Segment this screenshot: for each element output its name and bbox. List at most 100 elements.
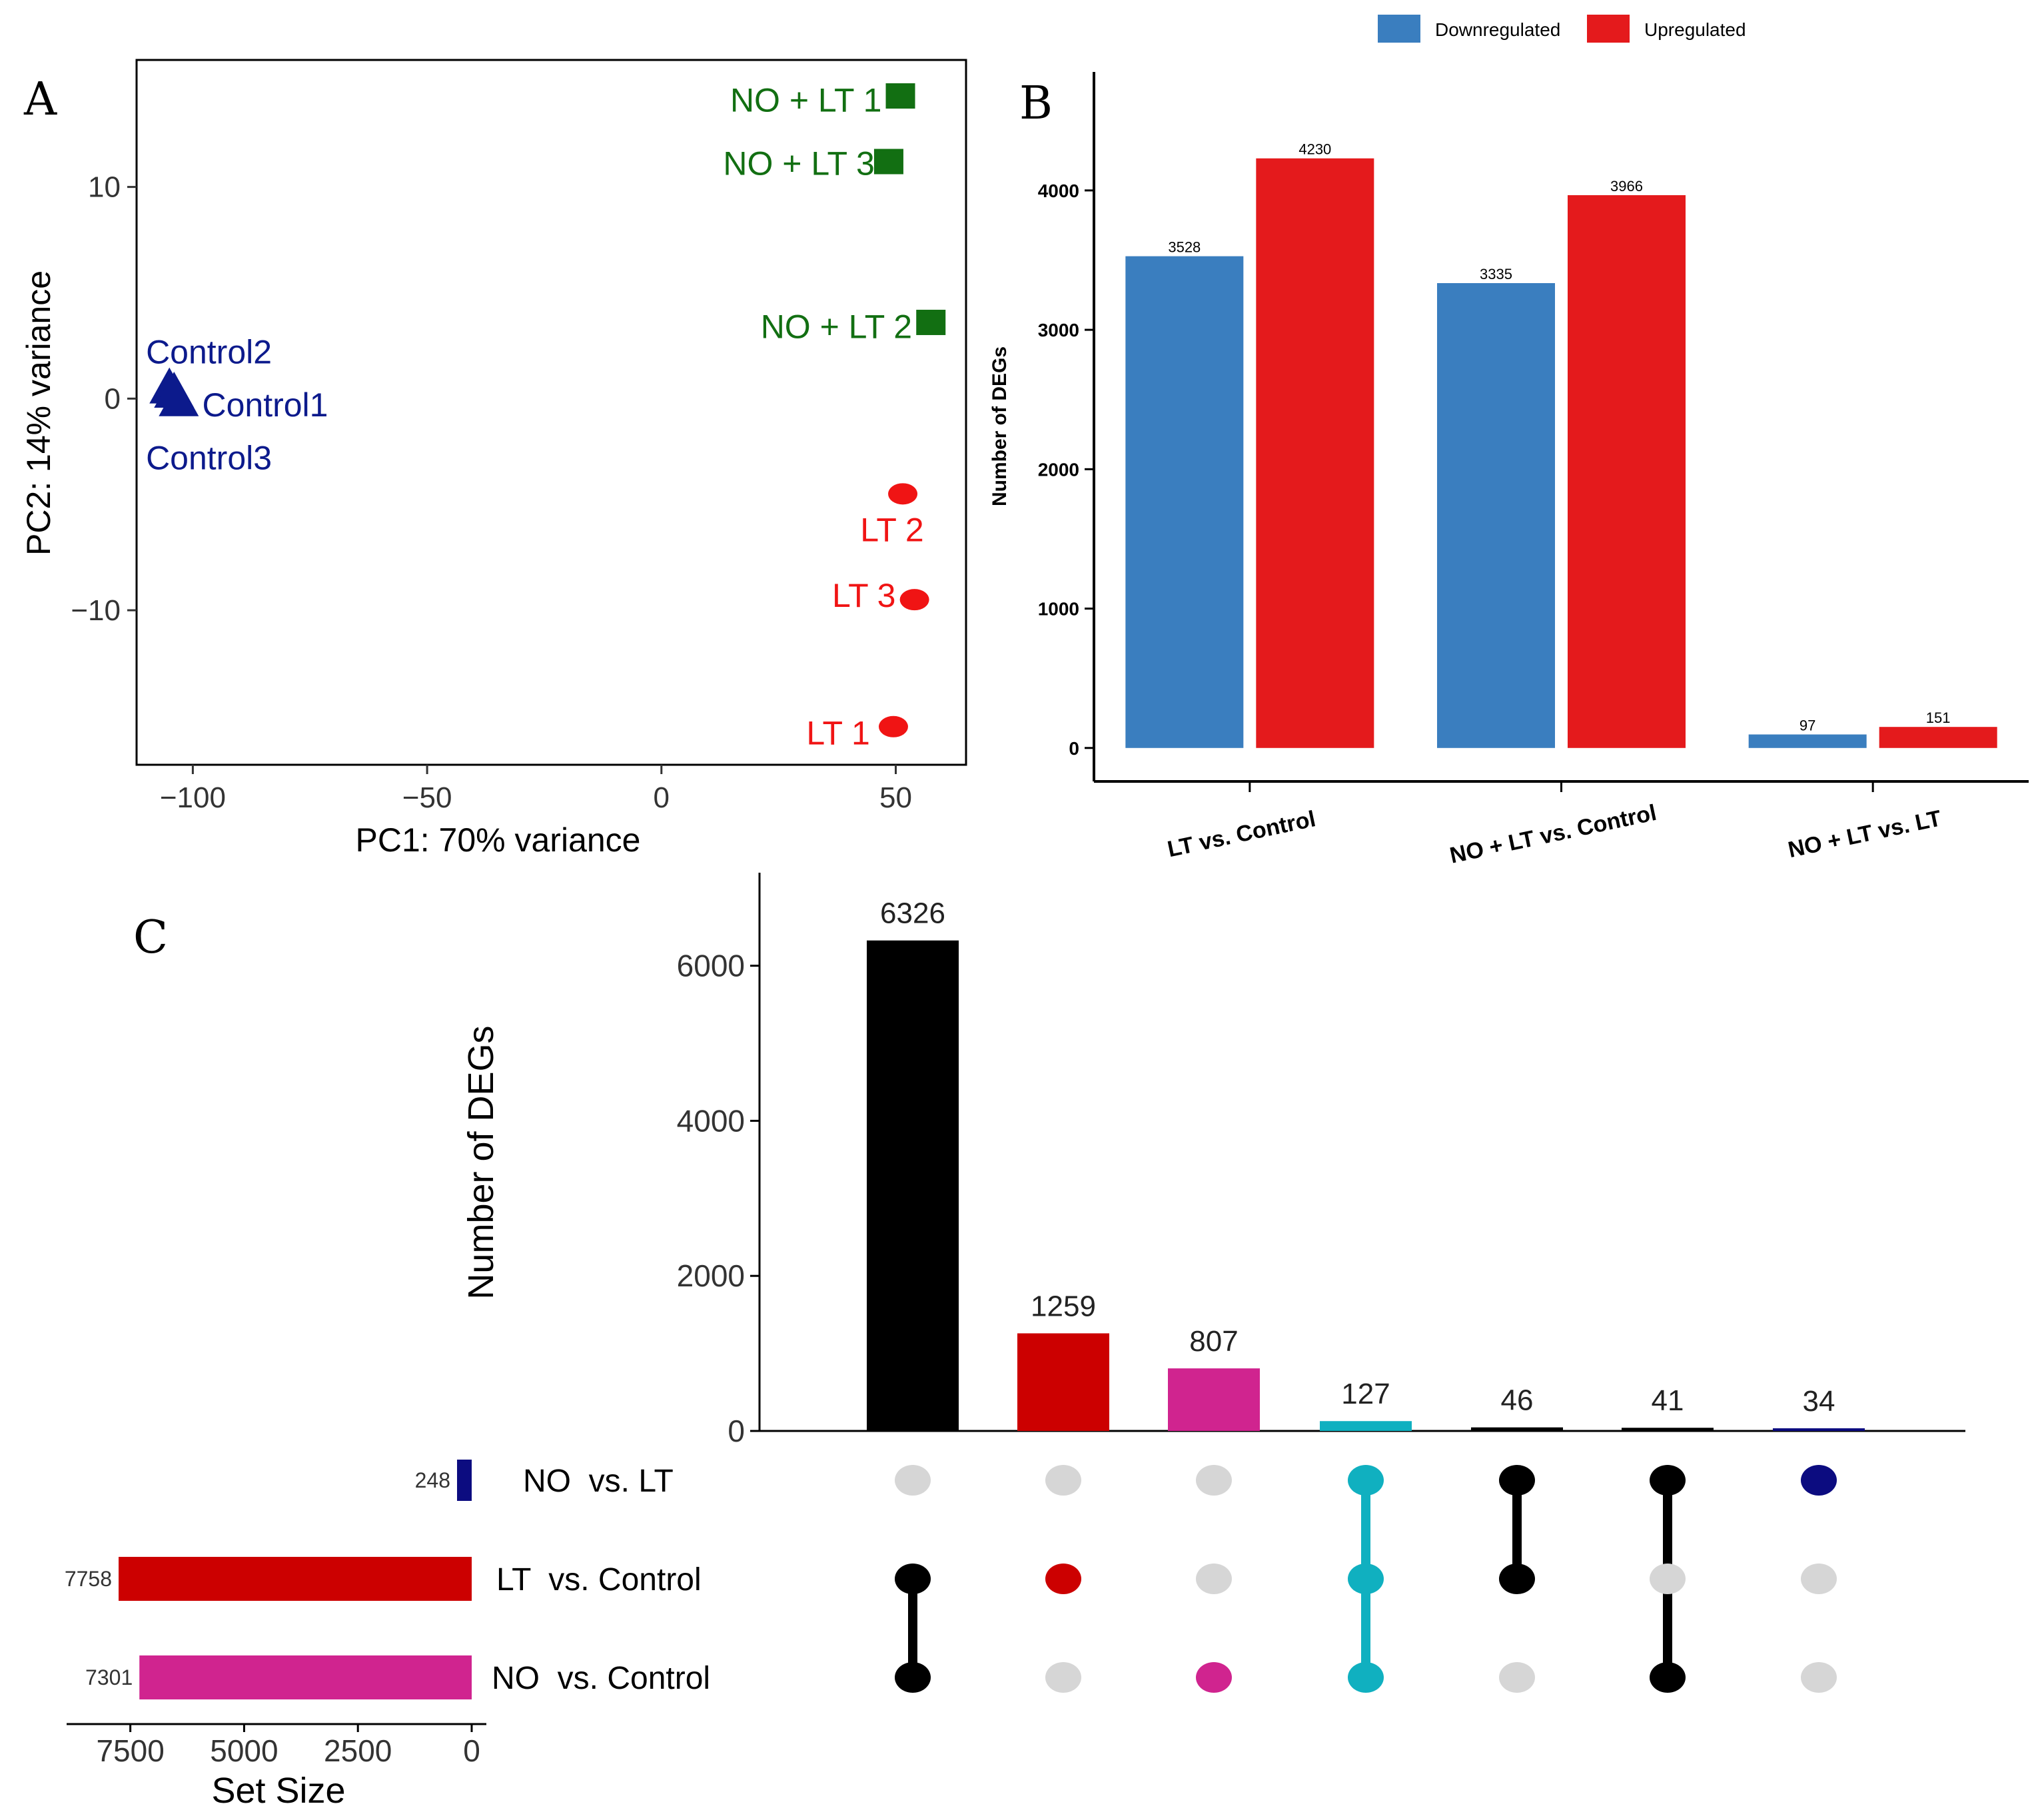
panel-a-point-label: LT 2 bbox=[860, 511, 923, 548]
panel-c-intersection-value-label: 127 bbox=[1341, 1378, 1390, 1410]
panel-c-intersection-bar bbox=[1320, 1421, 1412, 1431]
panel-a-point-triangle bbox=[154, 371, 195, 408]
panel-a-point-square bbox=[885, 83, 915, 109]
panel-c-matrix-dot-active bbox=[1801, 1465, 1837, 1496]
panel-b-legend-label-downregulated: Downregulated bbox=[1435, 19, 1560, 40]
panel-c-set-size-tick-label: 0 bbox=[463, 1733, 480, 1768]
panel-a-y-tick-label: 10 bbox=[88, 171, 121, 204]
panel-c-matrix-dot-active bbox=[1650, 1662, 1686, 1693]
panel-a-x-tick-label: −100 bbox=[160, 781, 226, 814]
panel-c-matrix-dot-active bbox=[895, 1662, 931, 1693]
panel-c-y-tick-label: 2000 bbox=[677, 1258, 745, 1293]
panel-b-label: B bbox=[1019, 77, 1053, 130]
panel-c-intersection-bar bbox=[867, 940, 959, 1431]
panel-c-matrix-dot-active bbox=[895, 1564, 931, 1594]
panel-c-set-size-axis-title: Set Size bbox=[211, 1771, 345, 1811]
panel-b-bar-value-label: 4230 bbox=[1298, 141, 1331, 158]
panel-c-set-size-value-label: 7301 bbox=[85, 1665, 133, 1689]
panel-a-y-tick-label: 0 bbox=[105, 382, 121, 415]
panel-a-point-label: Control3 bbox=[146, 439, 272, 476]
panel-c-set-size-bar bbox=[119, 1557, 472, 1601]
panel-b-bar-upregulated bbox=[1568, 195, 1686, 748]
panel-a-point-circle bbox=[878, 715, 908, 737]
panel-c-set-size-tick-label: 2500 bbox=[324, 1733, 392, 1768]
panel-a-y-tick-label: −10 bbox=[71, 594, 121, 627]
panel-c-set-size-bar bbox=[457, 1460, 472, 1501]
panel-c-intersection-value-label: 807 bbox=[1189, 1325, 1238, 1358]
panel-c-intersection-value-label: 34 bbox=[1803, 1385, 1835, 1418]
panel-b-y-tick-label: 3000 bbox=[1038, 320, 1079, 340]
panel-c-set-name-label: LT vs. Control bbox=[496, 1562, 702, 1597]
panel-a-point-circle bbox=[899, 589, 929, 611]
panel-c-y-tick-label: 0 bbox=[728, 1414, 745, 1448]
panel-c-y-tick-label: 6000 bbox=[677, 949, 745, 983]
panel-b-bar-downregulated bbox=[1125, 256, 1244, 748]
panel-c-matrix-dot-active bbox=[1348, 1564, 1384, 1594]
panel-a-x-tick-label: −50 bbox=[402, 781, 452, 814]
panel-a-y-axis-title: PC2: 14% variance bbox=[20, 270, 57, 556]
panel-c-label: C bbox=[133, 911, 168, 964]
panel-b-legend-swatch-downregulated bbox=[1378, 15, 1420, 43]
panel-b-deg-bar-chart: B 0 1000 2000 3000 4000 Number of DEGs LT vs. C… bbox=[989, 15, 2029, 869]
panel-c-set-size-tick-label: 7500 bbox=[96, 1733, 164, 1768]
panel-b-x-tick-label: LT vs. Control bbox=[1165, 806, 1318, 862]
panel-c-matrix-dot-active bbox=[1499, 1564, 1535, 1594]
panel-c-intersection-bar bbox=[1471, 1427, 1563, 1431]
panel-a-plot-frame bbox=[135, 59, 967, 766]
panel-a-point-label: NO + LT 2 bbox=[761, 308, 912, 345]
panel-c-set-size-bar bbox=[139, 1655, 472, 1699]
panel-c-matrix-dot-inactive bbox=[1045, 1662, 1081, 1693]
panel-c-matrix-dot-inactive bbox=[1499, 1662, 1535, 1693]
panel-c-matrix-dot-active bbox=[1045, 1564, 1081, 1594]
panel-b-legend-label-upregulated: Upregulated bbox=[1644, 19, 1746, 40]
panel-c-intersection-value-label: 1259 bbox=[1031, 1290, 1096, 1322]
panel-c-intersection-bar bbox=[1017, 1333, 1109, 1431]
panel-a-x-tick-label: 50 bbox=[879, 781, 912, 814]
panel-b-legend-swatch-upregulated bbox=[1587, 15, 1630, 43]
panel-b-y-tick-label: 2000 bbox=[1038, 459, 1079, 480]
panel-a-x-tick-label: 0 bbox=[654, 781, 670, 814]
panel-b-y-tick-label: 4000 bbox=[1038, 181, 1079, 201]
panel-c-matrix-dot-active bbox=[1348, 1465, 1384, 1496]
panel-c-upset-plot: C 0 2000 4000 6000 Number of DEGs 6326 1259 807 1… bbox=[65, 873, 1965, 1811]
panel-c-matrix-dot-active bbox=[1499, 1465, 1535, 1496]
panel-b-bar-value-label: 3966 bbox=[1610, 178, 1643, 195]
panel-c-matrix-dot-inactive bbox=[1801, 1564, 1837, 1594]
panel-c-set-size-value-label: 248 bbox=[415, 1468, 450, 1492]
panel-a-point-label: Control2 bbox=[146, 333, 272, 370]
panel-c-matrix-dot-active bbox=[1348, 1662, 1384, 1693]
panel-b-y-tick-label: 0 bbox=[1069, 738, 1079, 759]
panel-b-y-axis-title: Number of DEGs bbox=[989, 346, 1011, 506]
panel-c-matrix-dot-inactive bbox=[1650, 1564, 1686, 1594]
panel-b-bar-value-label: 151 bbox=[1926, 709, 1951, 726]
panel-c-set-size-value-label: 7758 bbox=[65, 1567, 112, 1591]
panel-b-bar-value-label: 3528 bbox=[1168, 239, 1201, 256]
panel-a-point-label: LT 1 bbox=[806, 714, 869, 751]
panel-a-point-label: LT 3 bbox=[832, 577, 895, 614]
panel-c-intersection-bar bbox=[1773, 1428, 1865, 1431]
panel-c-y-tick-label: 4000 bbox=[677, 1103, 745, 1138]
panel-a-point-label: NO + LT 3 bbox=[723, 145, 874, 183]
panel-b-x-tick-label: NO + LT vs. Control bbox=[1448, 800, 1659, 869]
panel-a-label: A bbox=[23, 73, 57, 126]
panel-c-intersection-value-label: 6326 bbox=[880, 897, 945, 930]
panel-b-y-tick-label: 1000 bbox=[1038, 599, 1079, 620]
panel-a-point-square bbox=[873, 149, 903, 175]
panel-b-bar-upregulated bbox=[1256, 158, 1374, 748]
panel-a-point-label: NO + LT 1 bbox=[730, 81, 881, 119]
panel-a-point-label: Control1 bbox=[202, 386, 328, 424]
panel-c-intersection-value-label: 46 bbox=[1501, 1384, 1534, 1417]
panel-c-matrix-dot-active bbox=[1650, 1465, 1686, 1496]
panel-c-intersection-bar bbox=[1622, 1428, 1714, 1431]
panel-c-set-name-label: NO vs. Control bbox=[492, 1661, 710, 1696]
panel-b-bar-downregulated bbox=[1437, 282, 1555, 748]
panel-b-bar-upregulated bbox=[1879, 727, 1997, 748]
panel-c-matrix-dot-inactive bbox=[1045, 1465, 1081, 1496]
panel-c-intersection-value-label: 41 bbox=[1652, 1384, 1684, 1417]
panel-c-matrix-dot-inactive bbox=[1801, 1662, 1837, 1693]
panel-c-matrix-dot-inactive bbox=[1196, 1465, 1232, 1496]
panel-c-matrix-dot-inactive bbox=[1196, 1564, 1232, 1594]
panel-c-y-axis-title: Number of DEGs bbox=[461, 1025, 501, 1299]
